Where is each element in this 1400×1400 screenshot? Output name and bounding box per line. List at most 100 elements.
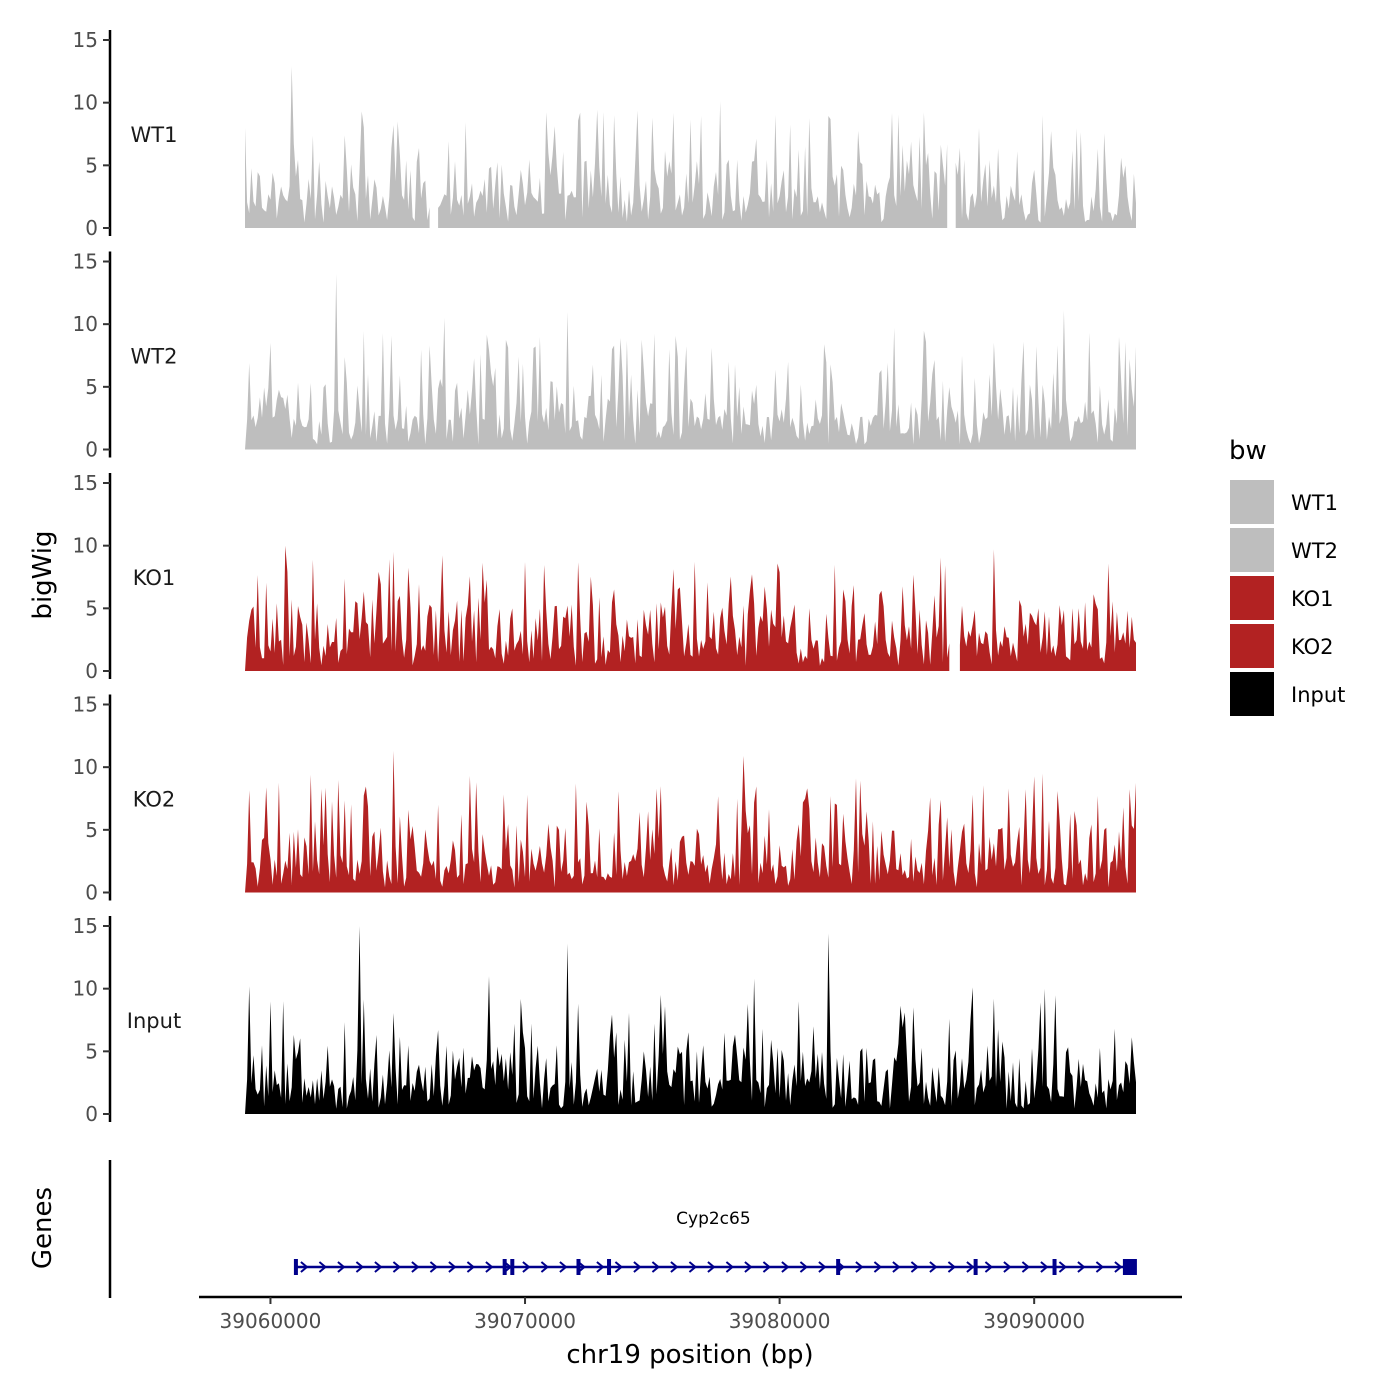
legend-label: WT1 [1291,491,1338,515]
strand-arrow [670,1261,679,1273]
track-label: KO1 [133,566,176,590]
y-tick-label: 10 [73,534,98,558]
signal-area-ko2 [245,750,1136,893]
strand-arrow [374,1261,383,1273]
gene-cyp2c65: Cyp2c65 [293,1209,1137,1275]
strand-arrow [762,1261,771,1273]
legend-label: KO2 [1291,635,1334,659]
strand-arrow [1021,1261,1030,1273]
strand-arrow [744,1261,753,1273]
strand-arrow [725,1261,734,1273]
track-wt2: 0 5 10 15 WT2 [73,250,1136,462]
legend-entry-ko1: KO1 [1230,576,1334,620]
legend: bw WT1 WT2 KO1 KO2 Input [1229,436,1345,716]
exon-block [973,1259,978,1275]
genes-panel-title: Genes [28,1187,58,1269]
legend-swatch [1230,624,1274,668]
legend-swatch [1230,672,1274,716]
y-tick-label: 15 [73,914,98,938]
legend-swatch [1230,480,1274,524]
exon-block [836,1259,841,1275]
tracks-layer: 0 5 10 15 WT1 0 5 10 15 WT2 0 5 10 15 KO1 0 5 10 15 KO2 0 5 10… [73,28,1136,1126]
strand-arrow [892,1261,901,1273]
y-tick-label: 5 [85,375,98,399]
strand-arrow [984,1261,993,1273]
y-tick-label: 0 [85,881,98,905]
exon-block [607,1259,612,1275]
legend-entry-wt2: WT2 [1230,528,1338,572]
strand-arrow [1095,1261,1104,1273]
signal-area-ko1 [245,545,950,671]
legend-label: Input [1291,683,1345,707]
track-input: 0 5 10 15 Input [73,914,1136,1126]
legend-title: bw [1229,436,1267,466]
strand-arrow [873,1261,882,1273]
track-label: WT1 [131,123,178,147]
track-label: Input [127,1009,181,1033]
y-tick-label: 10 [73,312,98,336]
strand-arrow [966,1261,975,1273]
strand-arrow [614,1261,623,1273]
strand-arrow [947,1261,956,1273]
legend-label: WT2 [1291,539,1338,563]
track-ko1: 0 5 10 15 KO1 [73,471,1136,683]
y-tick-label: 10 [73,977,98,1001]
strand-arrow [411,1261,420,1273]
strand-arrow [337,1261,346,1273]
signal-area-ko1 [959,549,1136,671]
strand-arrow [485,1261,494,1273]
strand-arrow [355,1261,364,1273]
signal-area-wt1 [955,115,1136,228]
strand-arrow [318,1261,327,1273]
y-tick-label: 10 [73,91,98,115]
signal-area-wt1 [245,66,430,228]
y-tick-label: 0 [85,438,98,462]
x-tick-label: 39060000 [220,1309,322,1333]
strand-arrow [300,1261,309,1273]
strand-arrow [1114,1261,1123,1273]
legend-swatch [1230,576,1274,620]
exon-block [293,1259,298,1275]
x-axis: 39060000 39070000 39080000 39090000 [199,1295,1182,1333]
strand-arrow [910,1261,919,1273]
track-label: WT2 [131,345,178,369]
strand-arrow [466,1261,475,1273]
x-tick-label: 39080000 [729,1309,831,1333]
strand-arrow [633,1261,642,1273]
y-tick-label: 0 [85,1102,98,1126]
x-tick-label: 39070000 [474,1309,576,1333]
exon-block [576,1259,581,1275]
strand-arrow [799,1261,808,1273]
strand-arrow [929,1261,938,1273]
strand-arrow [1077,1261,1086,1273]
strand-arrow [1058,1261,1067,1273]
exon-block [1052,1259,1057,1275]
exon-block [510,1259,515,1275]
legend-entry-input: Input [1230,672,1345,716]
gene-name: Cyp2c65 [676,1209,751,1229]
x-tick-label: 39090000 [983,1309,1085,1333]
strand-arrow [448,1261,457,1273]
x-axis-title: chr19 position (bp) [566,1340,813,1370]
legend-entry-ko2: KO2 [1230,624,1334,668]
strand-arrow [559,1261,568,1273]
strand-arrow [540,1261,549,1273]
signal-area-wt2 [245,274,1136,450]
strand-arrow [429,1261,438,1273]
strand-arrow [1040,1261,1049,1273]
legend-entry-wt1: WT1 [1230,480,1338,524]
exon-block [502,1259,507,1275]
y-tick-label: 0 [85,216,98,240]
y-tick-label: 5 [85,1039,98,1063]
y-tick-label: 15 [73,250,98,274]
y-tick-label: 5 [85,596,98,620]
genes-panel: Cyp2c65 [108,1160,1137,1298]
strand-arrow [818,1261,827,1273]
y-tick-label: 10 [73,755,98,779]
track-label: KO2 [133,788,176,812]
legend-label: KO1 [1291,587,1334,611]
y-axis-title: bigWig [28,530,58,619]
signal-area-wt1 [438,101,948,228]
strand-arrow [1003,1261,1012,1273]
y-tick-label: 15 [73,471,98,495]
